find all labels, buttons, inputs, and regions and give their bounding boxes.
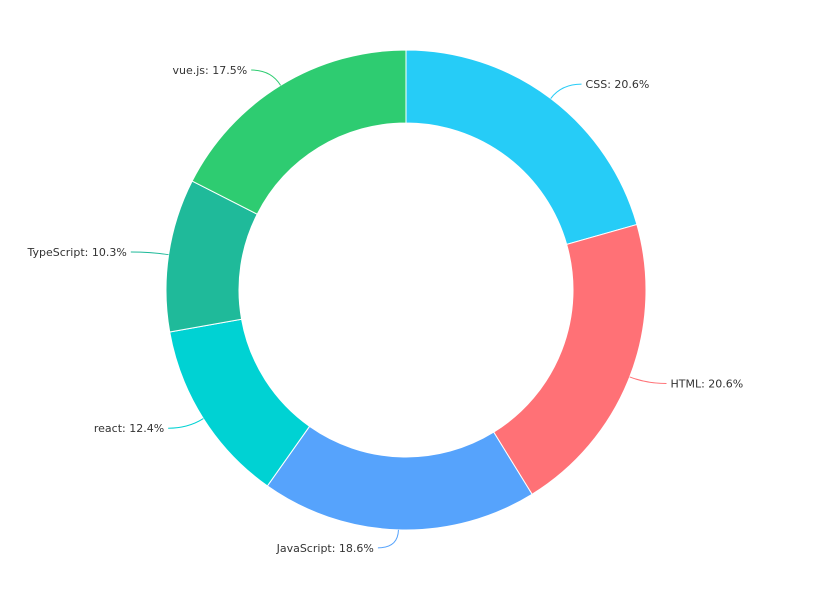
slice-javascript[interactable] xyxy=(266,425,533,531)
leader-line-react xyxy=(168,418,204,429)
slices-layer xyxy=(165,49,647,531)
leader-line-html xyxy=(629,376,667,384)
slice-html[interactable] xyxy=(493,223,647,495)
slice-vue-js[interactable] xyxy=(191,49,407,215)
slice-label-vue-js: vue.js: 17.5% xyxy=(173,64,248,77)
leader-line-css xyxy=(550,83,582,99)
leader-line-typescript xyxy=(130,251,169,256)
slice-label-typescript: TypeScript: 10.3% xyxy=(26,246,126,259)
slice-label-javascript: JavaScript: 18.6% xyxy=(276,542,374,555)
labels-layer: CSS: 20.6% HTML: 20.6% JavaScript: 18.6% re… xyxy=(26,64,743,555)
slice-label-react: react: 12.4% xyxy=(94,422,164,435)
leader-line-javascript xyxy=(377,529,399,549)
slice-label-html: HTML: 20.6% xyxy=(670,377,743,390)
leader-line-vue-js xyxy=(251,69,282,86)
slice-label-css: CSS: 20.6% xyxy=(586,78,650,91)
